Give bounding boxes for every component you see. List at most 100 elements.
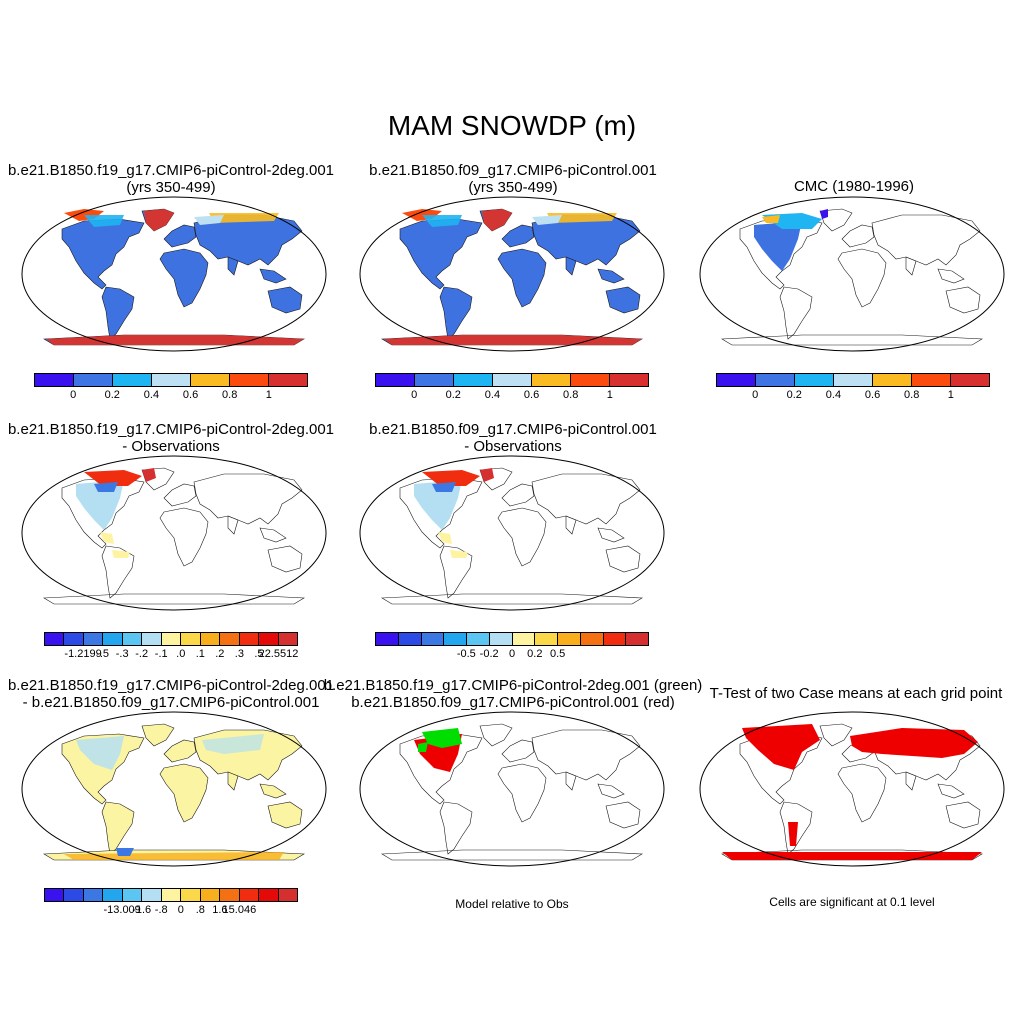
panel-1-title-line2: (yrs 350-499)	[126, 179, 216, 196]
colorbar-swatch	[873, 374, 912, 386]
greenland-diff	[142, 468, 156, 482]
map-panel-5	[359, 455, 665, 611]
greenland-high-snow	[482, 209, 512, 231]
panel-8-note: Model relative to Obs	[455, 897, 569, 911]
colorbar-swatch	[161, 889, 182, 901]
colorbar-swatch	[230, 374, 269, 386]
map-frame	[21, 196, 327, 352]
colorbar-swatch	[603, 633, 627, 645]
colorbar-swatch	[454, 374, 493, 386]
panel-4-title-line2: - Observations	[122, 438, 220, 455]
colorbar-swatch	[161, 633, 182, 645]
panel-2-title-line1: b.e21.B1850.f09_g17.CMIP6-piControl.001	[369, 162, 657, 179]
colorbar-tick-label: .0	[176, 648, 186, 660]
colorbar-tick-label: 0.2	[786, 389, 802, 401]
siberia-mid-snow	[547, 213, 617, 223]
colorbar-swatch	[376, 374, 415, 386]
map-panel-4	[21, 455, 327, 611]
colorbar-labels: 0 0.2 0.4 0.6 0.8 1	[34, 387, 308, 403]
colorbar-swatch	[795, 374, 834, 386]
colorbar-swatch	[220, 889, 240, 901]
colorbar-swatch	[278, 633, 298, 645]
panel-4-title: b.e21.B1850.f19_g17.CMIP6-piControl-2deg…	[0, 421, 342, 455]
colorbar-tick-label: 15.046	[222, 904, 257, 916]
colorbar-swatch	[103, 633, 123, 645]
colorbar-swatch	[239, 889, 260, 901]
colorbar-swatch	[421, 633, 445, 645]
colorbar-tick-label: 0.4	[143, 389, 160, 401]
colorbar-swatch	[717, 374, 756, 386]
colorbar-tick-label: 0.4	[825, 389, 842, 401]
colorbar-tick-label: 0.5	[550, 648, 566, 660]
map-frame	[21, 455, 327, 611]
colorbar-swatch	[512, 633, 536, 645]
colorbar-swatch	[398, 633, 422, 645]
colorbar-swatches	[375, 632, 649, 646]
colorbar-panel-5: -0.5 -0.2 0 0.2 0.5	[375, 632, 649, 662]
panel-5-title-line1: b.e21.B1850.f09_g17.CMIP6-piControl.001	[369, 421, 657, 438]
colorbar-tick-label: .5	[254, 648, 264, 660]
alaska-green	[418, 742, 428, 752]
panel-4-title-line1: b.e21.B1850.f19_g17.CMIP6-piControl-2deg…	[7, 421, 335, 438]
panel-5-title: b.e21.B1850.f09_g17.CMIP6-piControl.001 …	[342, 421, 684, 455]
canada-diff-low	[432, 482, 456, 492]
panel-7-title: b.e21.B1850.f19_g17.CMIP6-piControl-2deg…	[0, 677, 342, 711]
greenland-snow	[820, 209, 828, 219]
colorbar-swatches	[34, 373, 308, 387]
colorbar-swatch	[45, 633, 65, 645]
panel-1-title: b.e21.B1850.f19_g17.CMIP6-piControl-2deg…	[0, 162, 342, 196]
panel-8-title: b.e21.B1850.f19_g17.CMIP6-piControl-2deg…	[322, 677, 704, 711]
arctic-diff-high	[422, 470, 480, 486]
colorbar-tick-label: 1	[947, 389, 954, 401]
antarctica-high-snow	[46, 335, 304, 345]
colorbar-tick-label: 1	[606, 389, 613, 401]
panel-8-title-line2: b.e21.B1850.f09_g17.CMIP6-piControl.001 …	[351, 694, 675, 711]
scandinavia-snow	[194, 215, 224, 225]
colorbar-swatch	[113, 374, 152, 386]
greenland-diff	[480, 468, 494, 482]
colorbar-swatch	[64, 633, 84, 645]
colorbar-tick-label: 0.6	[523, 389, 540, 401]
colorbar-tick-label: 0.2	[445, 389, 461, 401]
colorbar-tick-label: 22.5512	[258, 648, 299, 660]
colorbar-tick-label: 0.8	[563, 389, 579, 401]
north-america-diff-blue	[76, 736, 124, 770]
colorbar-swatch	[74, 374, 113, 386]
colorbar-swatch	[415, 374, 454, 386]
colorbar-swatch	[626, 633, 648, 645]
colorbar-panel-3: 0 0.2 0.4 0.6 0.8 1	[716, 373, 990, 403]
colorbar-tick-label: 0.6	[182, 389, 199, 401]
colorbar-tick-label: 0.8	[904, 389, 920, 401]
south-america-significant	[788, 822, 798, 846]
colorbar-swatch	[152, 374, 191, 386]
colorbar-labels: -1.2199 -.5 -.3 -.2 -.1 .0 .1 .2 .3 .5 22.5512	[44, 646, 298, 662]
colorbar-swatch	[103, 889, 123, 901]
colorbar-tick-label: .3	[234, 648, 244, 660]
arctic-snow	[762, 215, 780, 223]
map-frame	[359, 455, 665, 611]
canada-mid-snow	[84, 215, 124, 227]
central-america-diff	[100, 532, 114, 544]
colorbar-labels: -13.009 -1.6 -.8 0 .8 1.6 15.046	[44, 902, 298, 918]
panel-9-title: T-Test of two Case means at each grid po…	[696, 685, 1016, 702]
colorbar-tick-label: .1	[195, 648, 205, 660]
colorbar-swatch	[269, 374, 307, 386]
colorbar-panel-2: 0 0.2 0.4 0.6 0.8 1	[375, 373, 649, 403]
colorbar-swatch	[278, 889, 298, 901]
colorbar-tick-label: 0	[411, 389, 418, 401]
map-panel-8	[359, 711, 665, 867]
colorbar-tick-label: -1.2199	[64, 648, 102, 660]
north-america-diff	[76, 480, 124, 530]
central-america-diff	[438, 532, 452, 544]
colorbar-swatch	[532, 374, 571, 386]
colorbar-swatch	[122, 633, 143, 645]
colorbar-tick-label: -.1	[154, 648, 168, 660]
map-frame	[359, 711, 665, 867]
colorbar-panel-1: 0 0.2 0.4 0.6 0.8 1	[34, 373, 308, 403]
map-panel-2	[359, 196, 665, 352]
panel-9-title-line1: T-Test of two Case means at each grid po…	[709, 685, 1003, 702]
colorbar-swatches	[716, 373, 990, 387]
canada-mid-snow	[422, 215, 462, 227]
figure-title: MAM SNOWDP (m)	[387, 110, 637, 141]
colorbar-labels: 0 0.2 0.4 0.6 0.8 1	[716, 387, 990, 403]
